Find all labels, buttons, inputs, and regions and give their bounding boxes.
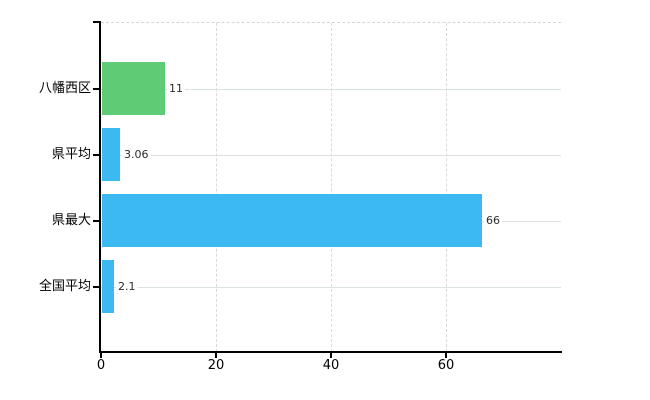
- x-tick: [215, 353, 217, 358]
- bar: [102, 62, 165, 115]
- x-tick: [445, 353, 447, 358]
- x-tick: [330, 353, 332, 358]
- bar: [102, 128, 120, 181]
- x-tick-label: 20: [207, 358, 225, 373]
- category-gridline: [101, 287, 561, 288]
- v-gridline: [331, 23, 332, 352]
- category-gridline: [101, 89, 561, 90]
- v-gridline: [216, 23, 217, 352]
- y-axis-top-tick: [93, 21, 101, 23]
- bar: [102, 194, 482, 247]
- category-label: 八幡西区: [38, 81, 91, 96]
- x-axis-line: [99, 351, 562, 353]
- y-tick: [93, 88, 101, 90]
- y-tick: [93, 154, 101, 156]
- x-tick: [100, 353, 102, 358]
- y-tick: [93, 220, 101, 222]
- v-gridline: [446, 23, 447, 352]
- x-tick-label: 60: [437, 358, 455, 373]
- bar-value-label: 3.06: [122, 147, 151, 163]
- x-tick-label: 0: [96, 358, 106, 373]
- x-tick-label: 40: [322, 358, 340, 373]
- plot-top-border: [101, 22, 561, 23]
- bar-value-label: 66: [484, 213, 502, 229]
- bar-value-label: 2.1: [116, 279, 138, 295]
- category-label: 全国平均: [38, 279, 91, 294]
- y-tick: [93, 286, 101, 288]
- category-label: 県平均: [51, 147, 91, 162]
- bar: [102, 260, 114, 313]
- category-gridline: [101, 155, 561, 156]
- category-label: 県最大: [51, 213, 91, 228]
- bar-value-label: 11: [167, 81, 185, 97]
- y-axis-line: [99, 22, 101, 352]
